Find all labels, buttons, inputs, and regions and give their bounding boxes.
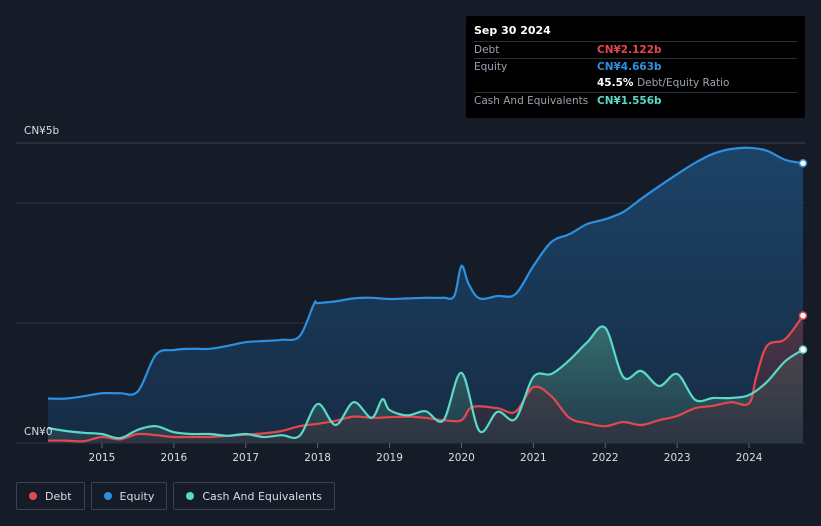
tooltip-label: Equity [474, 61, 508, 73]
x-tick-label: 2020 [448, 452, 475, 464]
tooltip-ratio-label: Debt/Equity Ratio [637, 77, 730, 89]
x-tick-label: 2016 [160, 452, 187, 464]
legend: Debt Equity Cash And Equivalents [16, 482, 335, 510]
x-axis-ticks: 2015 2016 2017 2018 2019 2020 2021 2022 2023 2024 [89, 443, 763, 464]
equity-endpoint [798, 158, 808, 168]
tooltip-row-equity: Equity CN¥4.663b [474, 58, 797, 76]
x-tick-label: 2017 [232, 452, 259, 464]
tooltip-label: Debt [474, 44, 500, 56]
debt-endpoint [798, 311, 808, 320]
equity-dot-icon [103, 492, 112, 500]
legend-item-equity[interactable]: Equity [90, 482, 168, 510]
debt-area [48, 315, 803, 443]
y-axis-top-label: CN¥5b [24, 125, 60, 137]
legend-label: Equity [119, 489, 155, 503]
legend-item-debt[interactable]: Debt [16, 482, 85, 510]
y-axis-bottom-label: CN¥0 [24, 426, 53, 438]
tooltip-row-debt: Debt CN¥2.122b [474, 41, 797, 59]
x-tick-label: 2015 [89, 452, 116, 464]
tooltip-date: Sep 30 2024 [474, 24, 551, 37]
series-endpoints [798, 158, 808, 354]
tooltip-ratio-value: 45.5% Debt/Equity Ratio [597, 77, 730, 89]
x-tick-label: 2024 [736, 452, 763, 464]
tooltip-equity-value: CN¥4.663b [597, 61, 662, 73]
tooltip-panel: Sep 30 2024 Debt CN¥2.122b Equity CN¥4.6… [466, 16, 805, 118]
cash-endpoint [798, 345, 808, 354]
x-tick-label: 2021 [520, 452, 547, 464]
cash-line [47, 325, 804, 440]
cash-dot-icon [186, 492, 195, 500]
debt-dot-icon [29, 492, 37, 500]
x-tick-label: 2018 [304, 452, 331, 464]
x-tick-label: 2019 [376, 452, 403, 464]
legend-label: Debt [45, 489, 72, 503]
tooltip-row-ratio: 45.5% Debt/Equity Ratio [474, 75, 797, 92]
tooltip-row-cash: Cash And Equivalents CN¥1.556b [474, 92, 797, 110]
legend-label: Cash And Equivalents [202, 489, 322, 503]
equity-line [47, 146, 804, 400]
series-areas [48, 147, 803, 443]
x-tick-label: 2023 [664, 452, 691, 464]
legend-item-cash[interactable]: Cash And Equivalents [173, 482, 335, 510]
tooltip-debt-value: CN¥2.122b [597, 44, 662, 56]
x-tick-label: 2022 [592, 452, 619, 464]
tooltip-label: Cash And Equivalents [474, 95, 589, 107]
series-lines [47, 146, 804, 443]
tooltip-cash-value: CN¥1.556b [597, 95, 662, 107]
